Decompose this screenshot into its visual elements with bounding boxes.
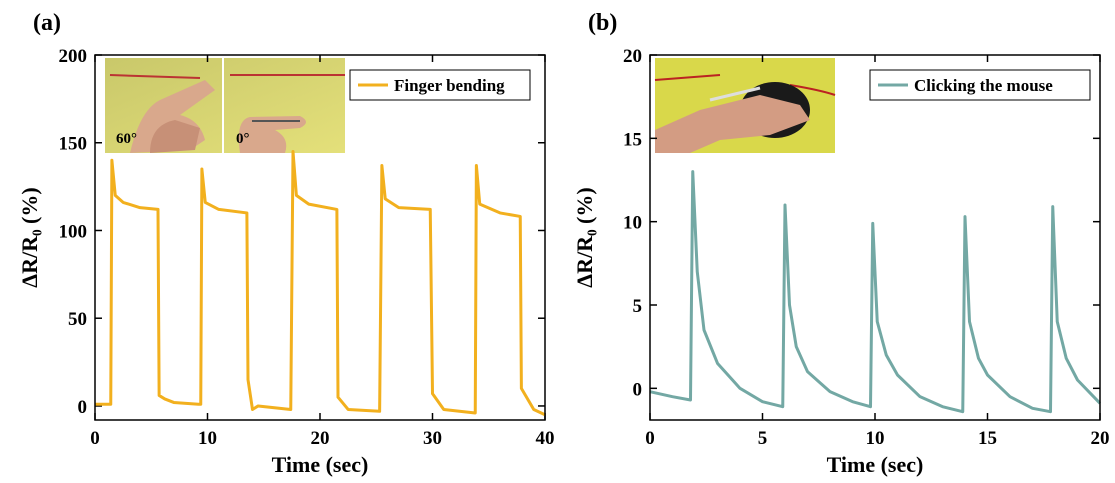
x-tick-label: 20 bbox=[1091, 428, 1110, 449]
x-tick-label: 10 bbox=[198, 428, 217, 449]
x-tick-label: 0 bbox=[90, 428, 100, 449]
y-tick-label: 50 bbox=[68, 309, 87, 330]
y-tick-label: 0 bbox=[78, 397, 88, 418]
panel-label: (a) bbox=[33, 10, 61, 36]
figure: 60° 0° 010203040050100150200Finger bendi… bbox=[0, 0, 1115, 483]
data-line bbox=[95, 152, 545, 415]
y-tick-label: 15 bbox=[623, 129, 642, 150]
y-tick-label: 200 bbox=[59, 46, 88, 67]
x-tick-label: 40 bbox=[536, 428, 555, 449]
x-tick-label: 5 bbox=[758, 428, 768, 449]
legend-text: Finger bending bbox=[394, 76, 505, 95]
y-axis-label: ΔR/R₀ (%) bbox=[572, 187, 597, 287]
y-axis-label: ΔR/R₀ (%) bbox=[17, 187, 42, 287]
inset-photo bbox=[655, 58, 835, 153]
y-tick-label: 100 bbox=[59, 221, 88, 242]
inset-label: 60° bbox=[116, 131, 137, 147]
y-tick-label: 20 bbox=[623, 46, 642, 67]
x-tick-label: 10 bbox=[866, 428, 885, 449]
y-tick-label: 0 bbox=[633, 379, 643, 400]
x-tick-label: 0 bbox=[645, 428, 655, 449]
y-tick-label: 150 bbox=[59, 134, 88, 155]
inset-photo bbox=[105, 58, 345, 153]
panel-label: (b) bbox=[588, 10, 617, 36]
x-tick-label: 15 bbox=[978, 428, 997, 449]
y-tick-label: 10 bbox=[623, 213, 642, 234]
legend-text: Clicking the mouse bbox=[914, 76, 1053, 95]
x-axis-label: Time (sec) bbox=[272, 452, 369, 477]
inset-label: 0° bbox=[236, 131, 250, 147]
x-tick-label: 20 bbox=[311, 428, 330, 449]
x-axis-label: Time (sec) bbox=[827, 452, 924, 477]
data-line bbox=[650, 172, 1100, 412]
y-tick-label: 5 bbox=[633, 296, 643, 317]
x-tick-label: 30 bbox=[423, 428, 442, 449]
